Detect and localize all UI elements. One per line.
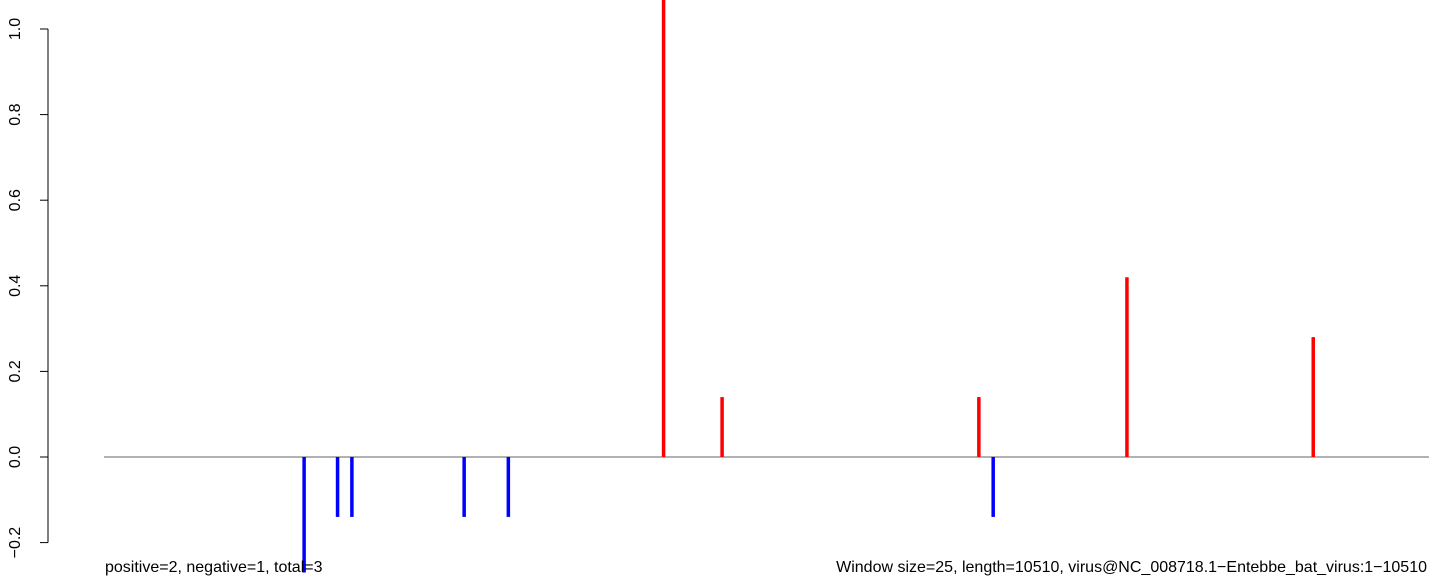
spike-marks xyxy=(302,0,1315,573)
y-tick-label: −0.2 xyxy=(7,527,24,559)
window-info-caption: Window size=25, length=10510, virus@NC_0… xyxy=(836,559,1427,576)
y-tick-label: 0.4 xyxy=(7,275,24,297)
y-tick-label: 0.6 xyxy=(7,189,24,211)
summary-caption: positive=2, negative=1, total=3 xyxy=(105,559,323,576)
y-tick-label: 0.8 xyxy=(7,103,24,125)
y-tick-label: 0.0 xyxy=(7,446,24,468)
y-axis: −0.2 0.0 0.2 0.4 0.6 0.8 1.0 xyxy=(7,18,49,559)
y-tick-label: 0.2 xyxy=(7,360,24,382)
y-tick-label: 1.0 xyxy=(7,18,24,40)
